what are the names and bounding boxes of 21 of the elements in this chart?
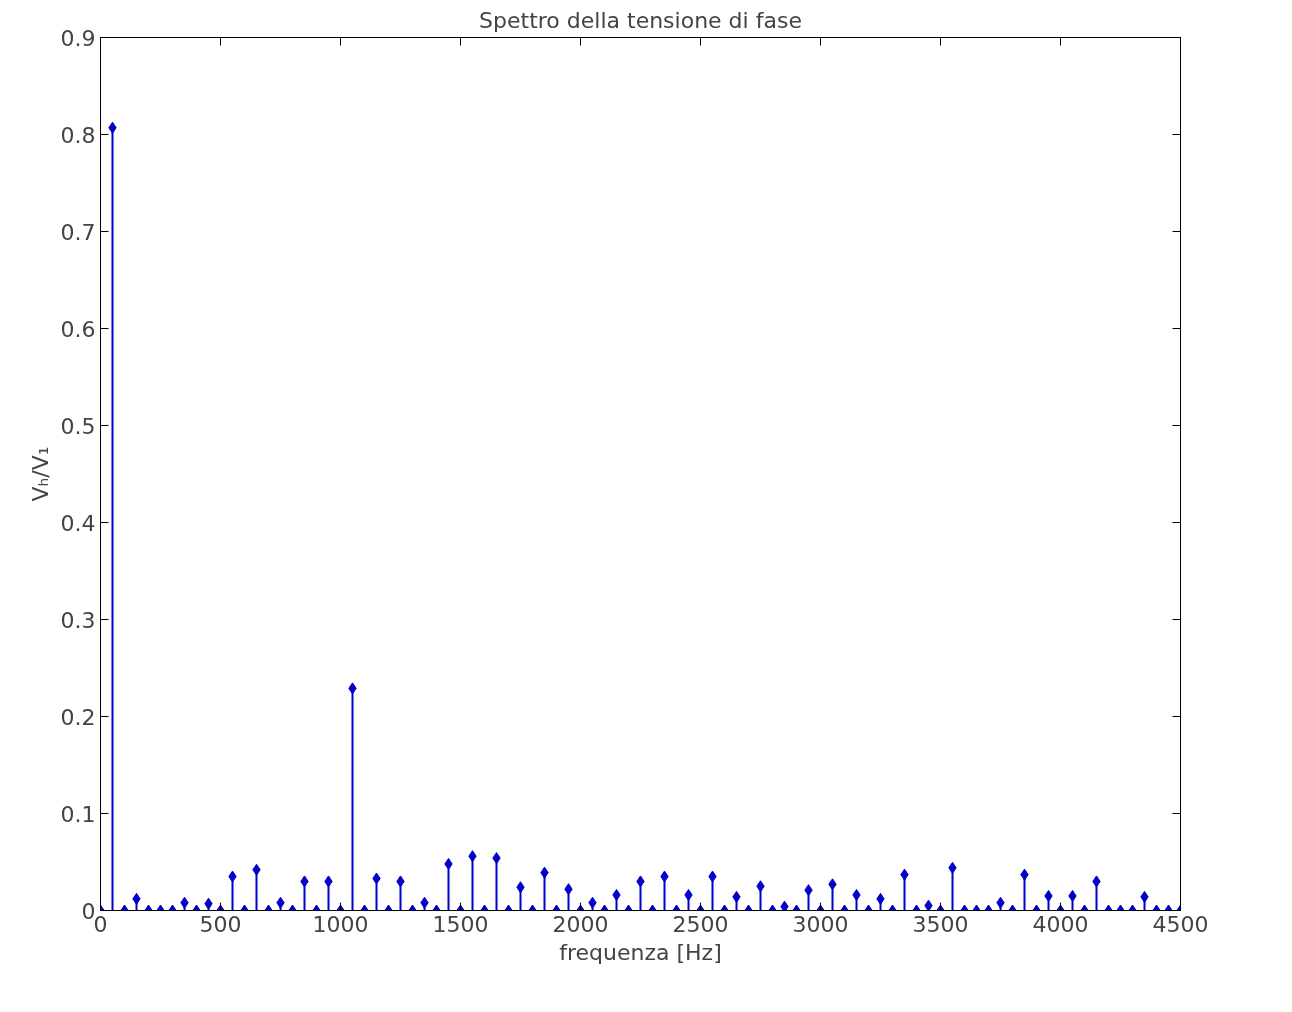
y-tick-label: 0.9 (60, 25, 96, 51)
x-tick-label: 1500 (432, 911, 489, 937)
x-tick-label: 3000 (792, 911, 849, 937)
y-tick-label: 0.3 (60, 607, 96, 633)
x-tick-label: 500 (199, 911, 242, 937)
y-tick-label: 0.4 (60, 510, 96, 536)
x-axis-title: frequenza [Hz] (559, 939, 722, 965)
y-tick-label: 0.6 (60, 316, 96, 342)
x-tick-label: 2500 (672, 911, 729, 937)
y-tick-label: 0.7 (60, 219, 96, 245)
chart-title: Spettro della tensione di fase (479, 7, 802, 33)
x-tick-label: 1000 (312, 911, 369, 937)
y-axis-title: Vₕ/V₁ (27, 446, 53, 502)
y-tick-label: 0.2 (60, 704, 96, 730)
y-tick-label: 0.8 (60, 122, 96, 148)
x-tick-label: 4500 (1152, 911, 1209, 937)
x-tick-label: 4000 (1032, 911, 1089, 937)
x-tick-label: 2000 (552, 911, 609, 937)
y-tick-label: 0.1 (60, 801, 96, 827)
y-tick-label: 0.5 (60, 413, 96, 439)
x-tick-label: 3500 (912, 911, 969, 937)
